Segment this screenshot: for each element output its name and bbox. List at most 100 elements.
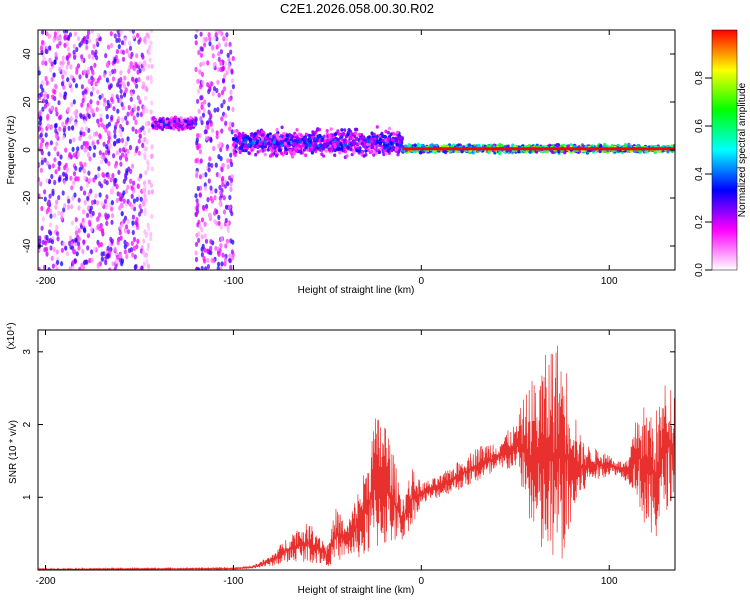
spectrogram-blob bbox=[43, 93, 47, 99]
spectrogram-blob bbox=[200, 227, 204, 233]
spectrogram-blob bbox=[199, 52, 204, 58]
spectrogram-blob bbox=[220, 236, 224, 242]
spectrogram-blob bbox=[45, 31, 49, 37]
spectrogram-blob bbox=[83, 69, 87, 75]
spectrogram-ridge bbox=[402, 147, 675, 151]
spectrogram-blob bbox=[145, 108, 149, 114]
spectrogram-blob bbox=[202, 60, 206, 66]
spectrogram-blob bbox=[93, 246, 97, 252]
spectrogram-blob bbox=[232, 137, 236, 142]
spectrogram-blob bbox=[227, 204, 232, 211]
spectrogram-blob bbox=[325, 129, 329, 133]
spectrogram-blob bbox=[112, 153, 116, 159]
spectrogram-blob bbox=[107, 103, 111, 109]
spectrogram-blob bbox=[277, 147, 282, 152]
spectrogram-blob bbox=[43, 157, 47, 163]
spectrogram-blob bbox=[136, 32, 140, 39]
spectrogram-blob bbox=[231, 106, 235, 112]
spectrogram-blob bbox=[56, 30, 60, 33]
spectrogram-blob bbox=[122, 198, 126, 204]
spectrogram-blob bbox=[61, 55, 65, 61]
spectrogram-blob bbox=[63, 70, 67, 76]
spectrogram-blob bbox=[104, 214, 108, 220]
spectrogram-blob bbox=[342, 132, 346, 136]
spectrogram-blob bbox=[146, 33, 150, 39]
spectrogram-blob bbox=[206, 120, 210, 126]
spectrogram-blob bbox=[118, 196, 122, 202]
spectrogram-blob bbox=[117, 37, 121, 43]
spectrogram-blob bbox=[124, 87, 128, 93]
spectrogram-blob bbox=[196, 145, 200, 151]
spectrogram-blob bbox=[377, 150, 381, 154]
spectrogram-blob bbox=[84, 259, 88, 265]
spectrogram-blob bbox=[228, 126, 232, 132]
spectrogram-blob bbox=[98, 133, 102, 139]
spectrogram-blob bbox=[194, 250, 198, 256]
spectrogram-blob bbox=[79, 161, 83, 168]
spectrogram-blob bbox=[226, 164, 230, 170]
spectrogram-blob bbox=[122, 92, 127, 98]
spectrogram-blob bbox=[206, 60, 210, 66]
spectrogram-blob bbox=[120, 40, 125, 46]
spectrogram-blob bbox=[88, 177, 92, 183]
spectrogram-blob bbox=[72, 137, 76, 143]
spectrogram-blob bbox=[95, 55, 99, 61]
spectrogram-blob bbox=[131, 126, 135, 132]
spectrogram-blob bbox=[200, 95, 204, 101]
spectrogram-blob bbox=[102, 101, 106, 107]
spectrogram-x-ticks: -200 -100 0 100 bbox=[36, 30, 618, 287]
spectrogram-blob bbox=[228, 194, 232, 201]
spectrogram-blob bbox=[110, 189, 114, 195]
spectrogram-blob bbox=[165, 120, 169, 124]
spectrogram-blob bbox=[145, 159, 149, 165]
spectrogram-blob bbox=[90, 199, 95, 206]
spectrogram-blob bbox=[225, 145, 229, 152]
spectrogram-blob bbox=[198, 149, 202, 155]
spectrogram-blob bbox=[336, 138, 340, 142]
spectrogram-blob bbox=[111, 261, 115, 267]
spectrogram-blob bbox=[230, 129, 234, 135]
spectrogram-blob bbox=[258, 132, 262, 136]
spectrogram-blob bbox=[458, 143, 462, 147]
spectrogram-blob bbox=[206, 264, 210, 270]
spectrogram-blob bbox=[196, 98, 200, 104]
spectrogram-blob bbox=[121, 49, 126, 55]
spectrogram-blob bbox=[48, 208, 53, 214]
spectrogram-blob bbox=[214, 188, 218, 194]
spectrogram-blob bbox=[98, 192, 102, 198]
colorbar-tick-label: 0.0 bbox=[694, 263, 705, 277]
spectrogram-blob bbox=[74, 230, 78, 236]
spectrogram-blob bbox=[208, 36, 212, 42]
spectrogram-blob bbox=[119, 88, 123, 94]
spectrogram-blob bbox=[80, 54, 84, 60]
spectrogram-blob bbox=[517, 149, 521, 154]
spectrogram-blob bbox=[38, 266, 41, 270]
spectrogram-blob bbox=[141, 142, 145, 149]
spectrogram-blob bbox=[63, 203, 67, 209]
spectrogram-blob bbox=[219, 190, 223, 196]
spectrogram-blob bbox=[460, 149, 464, 154]
spectrogram-blob bbox=[68, 153, 72, 159]
spectrogram-blob bbox=[76, 63, 81, 69]
spectrogram-blob bbox=[149, 231, 153, 237]
spectrogram-blob bbox=[277, 144, 281, 149]
spectrogram-blob bbox=[98, 212, 102, 218]
spectrogram-blob bbox=[150, 30, 154, 34]
spectrogram-blob bbox=[137, 128, 141, 134]
spectrogram-blob bbox=[346, 145, 350, 150]
spectrogram-blob bbox=[135, 221, 139, 227]
spectrogram-blob bbox=[212, 258, 216, 264]
spectrogram-blob bbox=[161, 119, 165, 123]
spectrogram-blob bbox=[80, 144, 84, 150]
spectrogram-blob bbox=[238, 136, 242, 141]
spectrogram-blob bbox=[211, 53, 215, 59]
spectrogram-blob bbox=[139, 173, 143, 179]
spectrogram-blob bbox=[125, 224, 129, 230]
spectrogram-blob bbox=[48, 45, 52, 51]
spectrogram-blob bbox=[214, 162, 218, 168]
spectrogram-blob bbox=[61, 134, 65, 141]
spectrogram-blob bbox=[367, 139, 371, 144]
spectrogram-blob bbox=[87, 170, 91, 176]
spectrogram-blob bbox=[184, 119, 188, 123]
